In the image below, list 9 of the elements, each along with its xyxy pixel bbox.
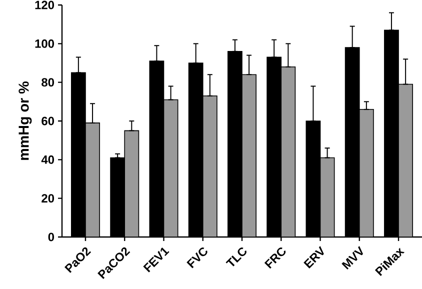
y-tick-label: 100 [35,39,54,48]
y-axis-title: mmHg or % [18,82,32,160]
y-tick-label: 0 [48,232,54,242]
x-tick-label: TLC [226,248,246,266]
y-tick-label: 120 [35,0,54,10]
y-tick-label: 20 [42,194,54,203]
y-tick-label: 80 [42,78,54,87]
y-tick-label: 60 [42,116,54,126]
y-tick-label: 40 [41,155,54,164]
